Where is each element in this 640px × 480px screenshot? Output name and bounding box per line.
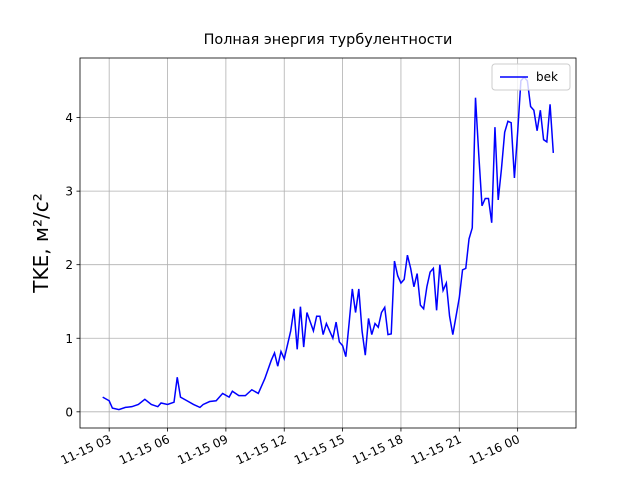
y-tick-label: 2 bbox=[65, 258, 73, 272]
x-tick-label: 11-15 06 bbox=[117, 432, 172, 467]
x-tick-label: 11-15 21 bbox=[409, 432, 464, 467]
axes-frame bbox=[79, 57, 577, 429]
x-tick-label: 11-15 12 bbox=[234, 432, 289, 467]
plot-area bbox=[80, 58, 576, 428]
x-tick-label: 11-16 00 bbox=[467, 432, 522, 467]
data-line bbox=[102, 75, 555, 411]
y-tick-label: 3 bbox=[65, 185, 73, 199]
y-axis-label: TKE, м²/с² bbox=[29, 193, 53, 294]
legend-box bbox=[491, 63, 571, 91]
chart-title: Полная энергия турбулентности bbox=[204, 32, 453, 48]
y-tick-label: 4 bbox=[65, 111, 73, 125]
x-tick-label: 11-15 18 bbox=[350, 432, 405, 467]
y-tick-label: 1 bbox=[65, 332, 73, 346]
legend-label: bek bbox=[536, 70, 558, 84]
y-tick-label: 0 bbox=[65, 405, 73, 419]
x-tick-label: 11-15 09 bbox=[175, 432, 230, 467]
x-tick-label: 11-15 03 bbox=[59, 432, 114, 467]
x-tick-label: 11-15 15 bbox=[292, 432, 347, 467]
